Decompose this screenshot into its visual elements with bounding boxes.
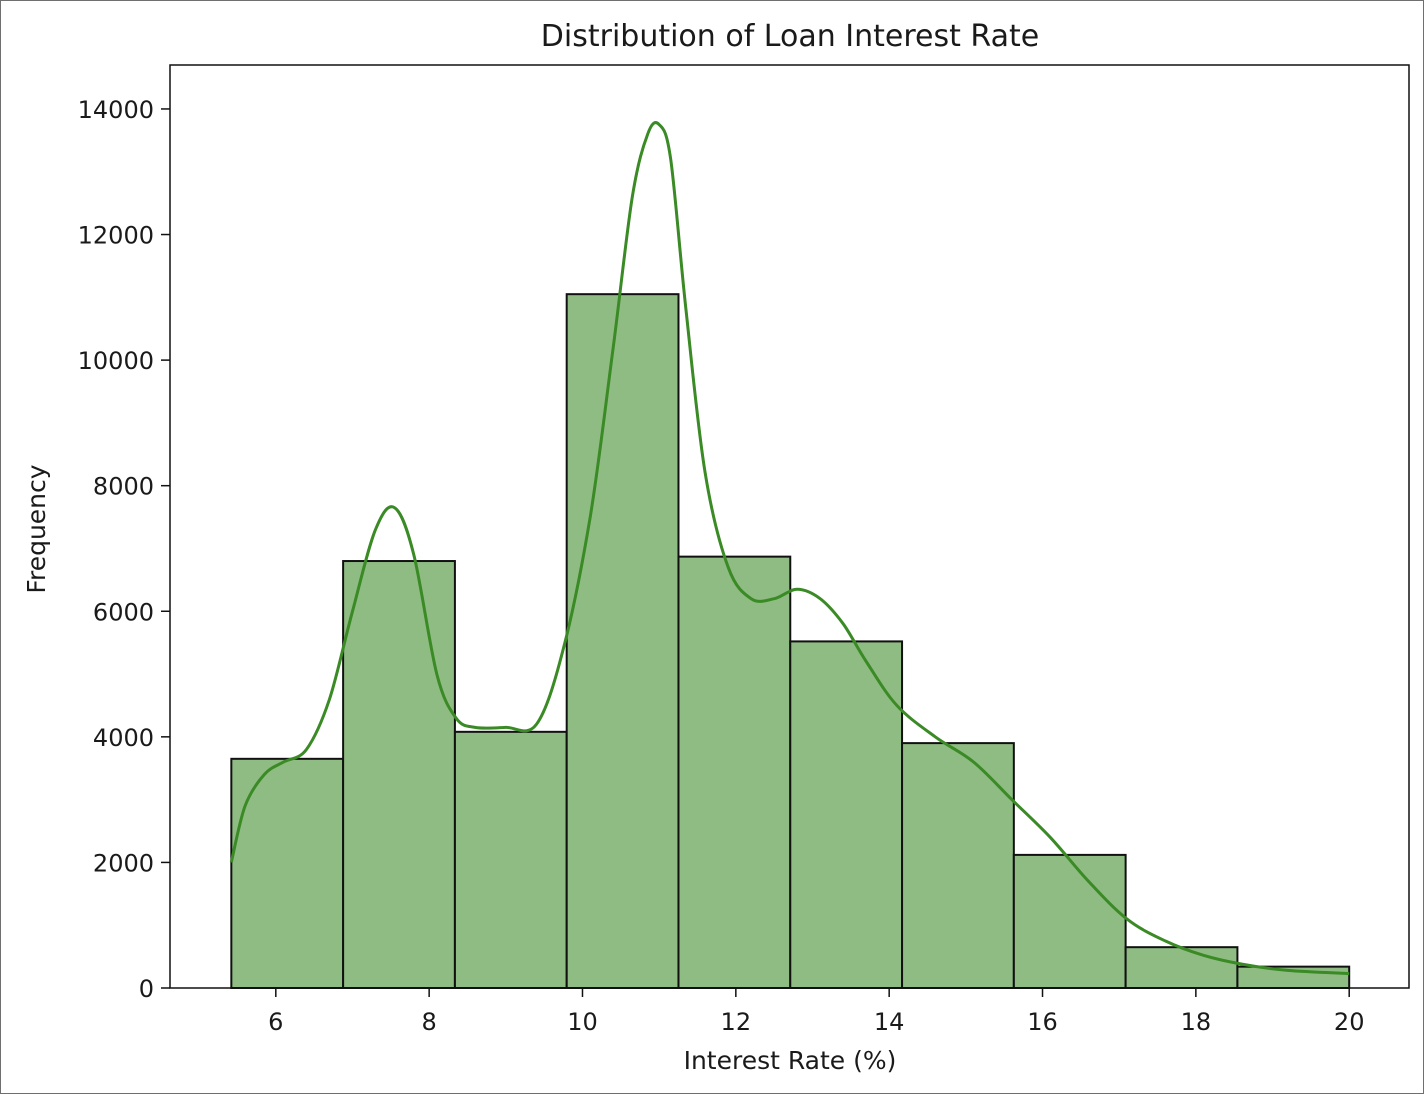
y-tick-label: 12000: [78, 222, 154, 250]
y-tick-label: 6000: [93, 598, 154, 626]
histogram-bar: [789, 640, 904, 989]
y-tick-label: 10000: [78, 347, 154, 375]
x-tick-label: 10: [567, 1008, 598, 1036]
x-tick-label: 18: [1181, 1008, 1212, 1036]
histogram-bar: [901, 742, 1015, 989]
histogram-bar: [453, 730, 568, 990]
x-tick-label: 12: [721, 1008, 752, 1036]
x-tick-label: 8: [422, 1008, 437, 1036]
x-tick-label: 20: [1334, 1008, 1365, 1036]
y-tick-label: 4000: [93, 724, 154, 752]
x-tick-label: 6: [268, 1008, 283, 1036]
x-tick-label: 14: [874, 1008, 905, 1036]
bars-group: [230, 293, 1351, 990]
y-tick-label: 2000: [93, 849, 154, 877]
y-axis-label: Frequency: [22, 464, 51, 593]
histogram-bar: [230, 757, 345, 989]
plot-frame: [169, 64, 1410, 989]
y-axis: 0 2000 4000 6000 8000 10000 12000 14000: [78, 96, 170, 1003]
x-tick-label: 16: [1027, 1008, 1058, 1036]
histogram-bar: [677, 555, 792, 990]
x-axis-label: Interest Rate (%): [684, 1046, 897, 1075]
kde-curve: [229, 121, 1350, 976]
histogram-bar: [1012, 853, 1127, 990]
y-tick-label: 14000: [78, 96, 154, 124]
histogram-bar: [342, 560, 456, 989]
x-axis: 6 8 10 12 14 16 18 20: [268, 988, 1364, 1036]
chart-title: Distribution of Loan Interest Rate: [541, 19, 1039, 54]
histogram-bar: [1124, 946, 1239, 989]
y-tick-label: 0: [139, 975, 154, 1003]
histogram-bar: [565, 293, 680, 989]
y-tick-label: 8000: [93, 473, 154, 501]
